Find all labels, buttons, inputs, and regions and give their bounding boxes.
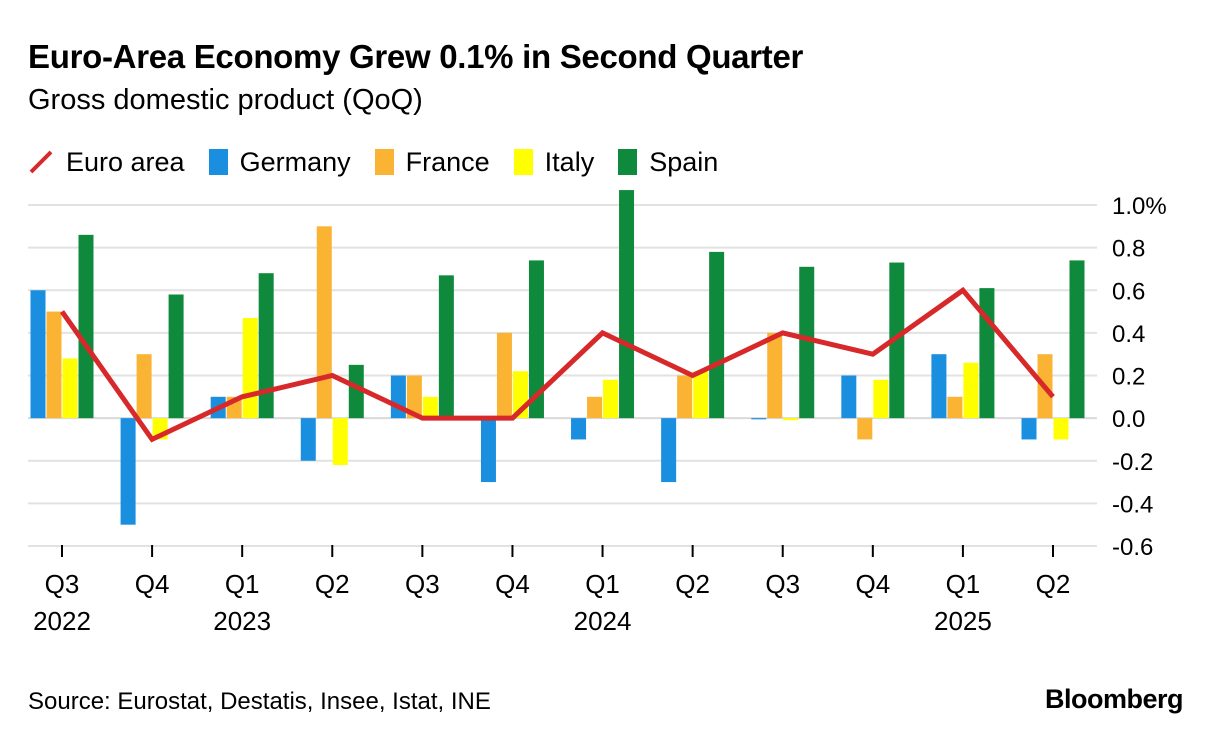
bar-germany	[30, 290, 46, 419]
legend-item-euro-area: Euro area	[28, 147, 185, 178]
bar-spain	[979, 288, 995, 419]
bar-france	[857, 418, 873, 440]
x-tick-label: Q1	[225, 569, 260, 599]
bar-germany	[931, 354, 947, 419]
legend-line-swatch	[29, 150, 53, 174]
bar-germany	[751, 418, 767, 420]
bar-spain	[889, 262, 905, 419]
legend-swatch	[208, 149, 228, 175]
source-note: Source: Eurostat, Destatis, Insee, Istat…	[28, 688, 491, 715]
legend-label: Spain	[649, 146, 719, 177]
y-tick-label: 0.2	[1112, 364, 1145, 391]
legend-swatch	[513, 149, 533, 175]
line-layer	[59, 286, 1055, 443]
x-tick-label: Q2	[675, 569, 710, 599]
chart-legend: Euro area Germany France Italy Spain	[28, 144, 742, 180]
bar-spain	[709, 251, 725, 419]
legend-swatch	[618, 149, 638, 175]
x-tick-label: Q1	[946, 569, 981, 599]
bar-france	[587, 396, 603, 419]
bar-spain	[799, 266, 815, 419]
legend-label: Italy	[544, 146, 595, 177]
legend-item-germany: Germany	[208, 146, 351, 178]
bar-italy	[422, 396, 438, 419]
bar-spain	[348, 364, 364, 419]
bar-france	[316, 226, 332, 419]
x-tick-label: Q4	[135, 569, 170, 599]
y-tick-label: 0.6	[1112, 278, 1145, 305]
bar-italy	[783, 418, 799, 421]
bar-layer	[30, 190, 1085, 525]
bar-germany	[1021, 418, 1037, 440]
bar-italy	[693, 371, 709, 419]
bar-italy	[1053, 418, 1069, 440]
x-tick-label: Q1	[585, 569, 620, 599]
bar-france	[136, 354, 152, 419]
bar-germany	[300, 418, 316, 461]
bar-france	[496, 332, 512, 419]
legend-swatch	[374, 149, 394, 175]
legend-label: Germany	[239, 146, 351, 177]
bloomberg-logo: Bloomberg	[1044, 684, 1184, 714]
x-tick-label: Q3	[45, 569, 80, 599]
bar-italy	[873, 379, 889, 419]
bar-italy	[242, 317, 258, 419]
y-tick-label: 0.4	[1112, 321, 1145, 348]
bar-italy	[963, 362, 979, 419]
line-euro-area	[59, 286, 1055, 443]
bar-spain	[168, 294, 184, 419]
bar-spain	[438, 275, 454, 419]
bar-germany	[571, 418, 587, 440]
bar-italy	[332, 418, 348, 466]
bar-italy	[62, 358, 78, 419]
y-tick-label: 0.8	[1112, 236, 1145, 263]
y-tick-label: -0.6	[1112, 534, 1153, 561]
bar-france	[677, 375, 693, 419]
bar-germany	[120, 418, 136, 525]
legend-item-italy: Italy	[513, 146, 595, 178]
y-tick-label: -0.4	[1112, 491, 1153, 518]
bar-france	[947, 396, 963, 419]
bar-spain	[528, 260, 544, 419]
bar-germany	[841, 375, 857, 419]
bar-germany	[661, 418, 677, 483]
bar-germany	[480, 418, 496, 483]
bar-france	[767, 332, 783, 419]
y-tick-label: 1.0%	[1112, 193, 1167, 220]
x-tick-label: Q2	[1036, 569, 1071, 599]
bar-spain	[1069, 260, 1085, 419]
y-tick-label: 0.0	[1112, 406, 1145, 433]
x-tick-label: Q2	[315, 569, 350, 599]
x-year-label: 2022	[33, 606, 91, 636]
legend-label: Euro area	[66, 146, 185, 177]
legend-item-france: France	[374, 146, 490, 178]
x-year-label: 2024	[574, 606, 632, 636]
bar-spain	[78, 234, 94, 419]
x-tick-label: Q3	[405, 569, 440, 599]
legend-item-spain: Spain	[618, 147, 718, 178]
x-tick-label: Q3	[765, 569, 800, 599]
bar-france	[406, 375, 422, 419]
bar-italy	[603, 379, 619, 419]
x-year-label: 2025	[934, 606, 992, 636]
bar-spain	[619, 190, 635, 419]
bar-spain	[258, 273, 274, 419]
legend-label: France	[405, 146, 490, 177]
x-year-label: 2023	[213, 606, 271, 636]
x-tick-label: Q4	[495, 569, 530, 599]
chart-title: Euro-Area Economy Grew 0.1% in Second Qu…	[28, 38, 804, 75]
chart-subtitle: Gross domestic product (QoQ)	[28, 84, 423, 116]
y-tick-label: -0.2	[1112, 449, 1153, 476]
grid-layer	[28, 204, 1097, 547]
axis-layer: 1.0% 0.8 0.6 0.4 0.2 0.0 -0.2 -0.4 -0.6 Q3 2022 Q4 Q…	[33, 193, 1167, 636]
bar-france	[46, 311, 62, 419]
x-tick-label: Q4	[855, 569, 890, 599]
